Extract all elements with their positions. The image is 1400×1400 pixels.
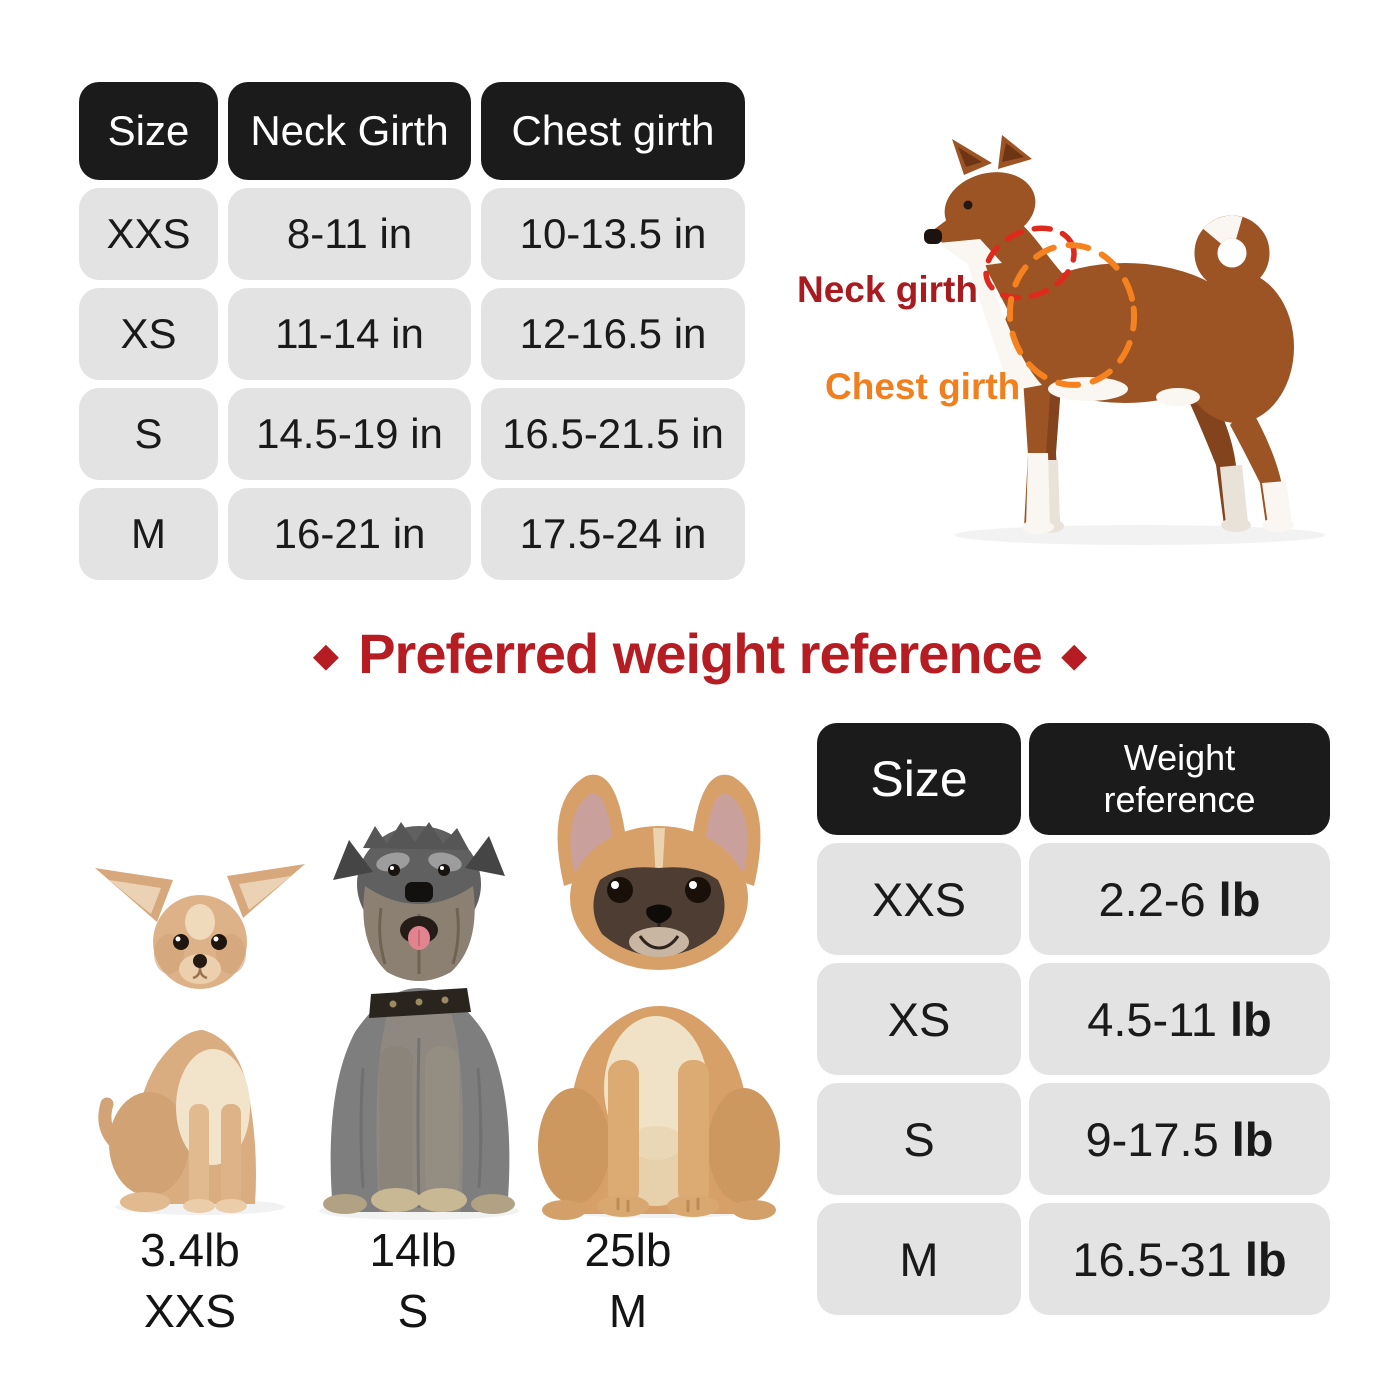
girth-row-xxs-chest: 10-13.5 in — [481, 188, 745, 280]
weight-row-s-size: S — [817, 1083, 1021, 1195]
dog-size-label: M — [608, 1284, 648, 1337]
girth-header-size: Size — [79, 82, 218, 180]
girth-row-m-size: M — [79, 488, 218, 580]
dog-size-label: XXS — [143, 1284, 237, 1337]
weight-header-reference: Weight reference — [1029, 723, 1330, 835]
girth-row-xs-size: XS — [79, 288, 218, 380]
weight-row-xxs-range: 2.2-6 lb — [1029, 843, 1330, 955]
girth-header-neck: Neck Girth — [228, 82, 471, 180]
weight-row-m-size: M — [817, 1203, 1021, 1315]
dog-weight-label: 14lb — [369, 1224, 457, 1276]
preferred-weight-heading: ◆ Preferred weight reference ◆ — [0, 622, 1400, 686]
heading-title: Preferred weight reference — [358, 622, 1043, 685]
chihuahua-photo — [95, 864, 305, 1215]
measurement-diagram: Neck girth Chest girth — [797, 135, 1370, 575]
dog-size-label: S — [397, 1284, 429, 1337]
girth-header-chest: Chest girth — [481, 82, 745, 180]
french-bulldog-photo — [538, 774, 780, 1220]
dog-weight-label: 25lb — [584, 1224, 672, 1276]
girth-row-xs-chest: 12-16.5 in — [481, 288, 745, 380]
weight-row-s-range: 9-17.5 lb — [1029, 1083, 1330, 1195]
heading-diamond-right: ◆ — [1061, 637, 1087, 673]
weight-row-xxs-size: XXS — [817, 843, 1021, 955]
chest-girth-circle — [1006, 242, 1138, 388]
weight-row-xs-size: XS — [817, 963, 1021, 1075]
schnauzer-label: 14lb S — [318, 1220, 508, 1341]
weight-reference-table: Size Weight reference XXS 2.2-6 lb XS 4.5… — [817, 723, 1330, 1315]
chihuahua-label: 3.4lb XXS — [95, 1220, 285, 1341]
basenji-photo — [924, 135, 1325, 545]
neck-girth-label: Neck girth — [797, 269, 978, 310]
weight-row-m-range: 16.5-31 lb — [1029, 1203, 1330, 1315]
girth-row-xxs-size: XXS — [79, 188, 218, 280]
french-bulldog-label: 25lb M — [533, 1220, 723, 1341]
chest-girth-label: Chest girth — [825, 366, 1021, 407]
schnauzer-photo — [319, 822, 519, 1220]
girth-row-s-neck: 14.5-19 in — [228, 388, 471, 480]
girth-row-xs-neck: 11-14 in — [228, 288, 471, 380]
girth-row-m-neck: 16-21 in — [228, 488, 471, 580]
girth-row-s-chest: 16.5-21.5 in — [481, 388, 745, 480]
weight-row-xs-range: 4.5-11 lb — [1029, 963, 1330, 1075]
girth-row-s-size: S — [79, 388, 218, 480]
girth-row-m-chest: 17.5-24 in — [481, 488, 745, 580]
girth-row-xxs-neck: 8-11 in — [228, 188, 471, 280]
dog-weight-label: 3.4lb — [140, 1224, 240, 1276]
weight-header-size: Size — [817, 723, 1021, 835]
heading-diamond-left: ◆ — [313, 637, 339, 673]
girth-size-table: Size Neck Girth Chest girth XXS 8-11 in … — [79, 82, 745, 580]
